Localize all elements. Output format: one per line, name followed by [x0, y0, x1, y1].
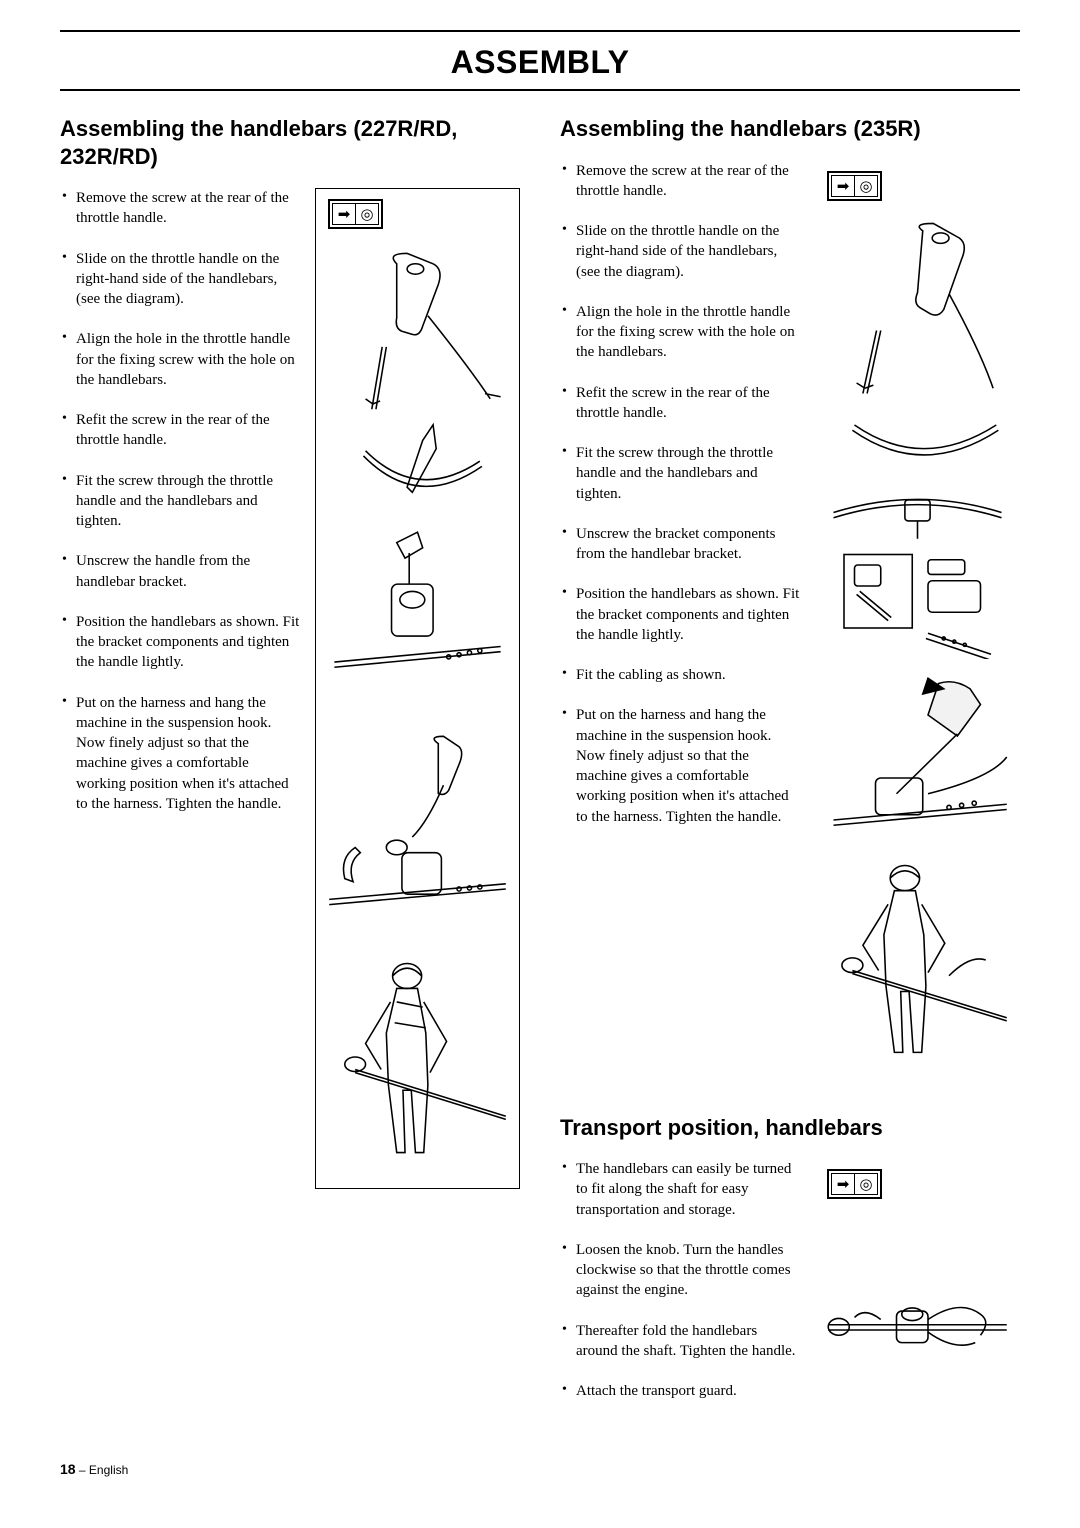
step-item: Slide on the throttle handle on the righ… [560, 221, 801, 282]
diagram-bracket-235r [823, 481, 1012, 660]
manual-page: ASSEMBLY Assembling the handlebars (227R… [0, 0, 1080, 1517]
reference-icon: ➡ ◎ [827, 1169, 882, 1199]
step-item: Put on the harness and hang the machine … [60, 693, 301, 815]
title-rule [60, 89, 1020, 91]
section-body-right1: Remove the screw at the rear of the thro… [560, 161, 1020, 1086]
steps-list-right2: The handlebars can easily be turned to f… [560, 1159, 801, 1401]
step-item: Align the hole in the throttle handle fo… [560, 302, 801, 363]
reference-icon: ➡ ◎ [827, 171, 882, 201]
steps-list-left: Remove the screw at the rear of the thro… [60, 188, 301, 814]
step-item: Fit the screw through the throttle handl… [560, 443, 801, 504]
diagram-throttle-235r [823, 215, 1012, 467]
step-item: Fit the screw through the throttle handl… [60, 471, 301, 532]
top-rule [60, 30, 1020, 32]
step-item: Attach the transport guard. [560, 1381, 801, 1401]
diagram-handlebar-position [324, 728, 511, 936]
section-heading-right2: Transport position, handlebars [560, 1114, 1020, 1142]
text-column-left: Remove the screw at the rear of the thro… [60, 188, 301, 1189]
step-item: Remove the screw at the rear of the thro… [560, 161, 801, 202]
target-icon: ◎ [855, 1173, 877, 1195]
page-number: 18 [60, 1461, 76, 1477]
step-item: Remove the screw at the rear of the thro… [60, 188, 301, 229]
diagram-person-harness [324, 950, 511, 1179]
arrow-right-icon: ➡ [832, 175, 854, 197]
step-item: Put on the harness and hang the machine … [560, 705, 801, 827]
left-column: Assembling the handlebars (227R/RD, 232R… [60, 115, 520, 1421]
text-column-right2: The handlebars can easily be turned to f… [560, 1159, 801, 1421]
page-title: ASSEMBLY [60, 40, 1020, 89]
diagram-cabling [823, 673, 1012, 841]
steps-list-right1: Remove the screw at the rear of the thro… [560, 161, 801, 827]
step-item: Unscrew the bracket components from the … [560, 524, 801, 565]
right-column: Assembling the handlebars (235R) Remove … [560, 115, 1020, 1421]
figure-column-right2: ➡ ◎ [815, 1159, 1020, 1421]
diagram-throttle-handle [324, 243, 511, 513]
step-item: Refit the screw in the rear of the throt… [560, 383, 801, 424]
section-heading-left: Assembling the handlebars (227R/RD, 232R… [60, 115, 520, 170]
diagram-person-235r [823, 855, 1012, 1076]
two-column-layout: Assembling the handlebars (227R/RD, 232R… [60, 115, 1020, 1421]
arrow-right-icon: ➡ [832, 1173, 854, 1195]
reference-icon: ➡ ◎ [328, 199, 383, 229]
target-icon: ◎ [356, 203, 378, 225]
figure-column-left: ➡ ◎ [315, 188, 520, 1189]
footer-lang: – English [76, 1463, 129, 1477]
step-item: Fit the cabling as shown. [560, 665, 801, 685]
figure-column-right1: ➡ ◎ [815, 161, 1020, 1086]
step-item: Slide on the throttle handle on the righ… [60, 249, 301, 310]
text-column-right1: Remove the screw at the rear of the thro… [560, 161, 801, 1086]
target-icon: ◎ [855, 175, 877, 197]
section-body-right2: The handlebars can easily be turned to f… [560, 1159, 1020, 1421]
diagram-bracket [324, 527, 511, 714]
arrow-right-icon: ➡ [333, 203, 355, 225]
step-item: Loosen the knob. Turn the handles clockw… [560, 1240, 801, 1301]
step-item: Refit the screw in the rear of the throt… [60, 410, 301, 451]
diagram-transport-position [823, 1267, 1012, 1383]
step-item: Align the hole in the throttle handle fo… [60, 329, 301, 390]
page-footer: 18 – English [60, 1461, 1020, 1477]
step-item: Position the handlebars as shown. Fit th… [60, 612, 301, 673]
step-item: Thereafter fold the handlebars around th… [560, 1321, 801, 1362]
section-body-left: Remove the screw at the rear of the thro… [60, 188, 520, 1189]
step-item: The handlebars can easily be turned to f… [560, 1159, 801, 1220]
step-item: Position the handlebars as shown. Fit th… [560, 584, 801, 645]
step-item: Unscrew the handle from the handlebar br… [60, 551, 301, 592]
section-heading-right1: Assembling the handlebars (235R) [560, 115, 1020, 143]
